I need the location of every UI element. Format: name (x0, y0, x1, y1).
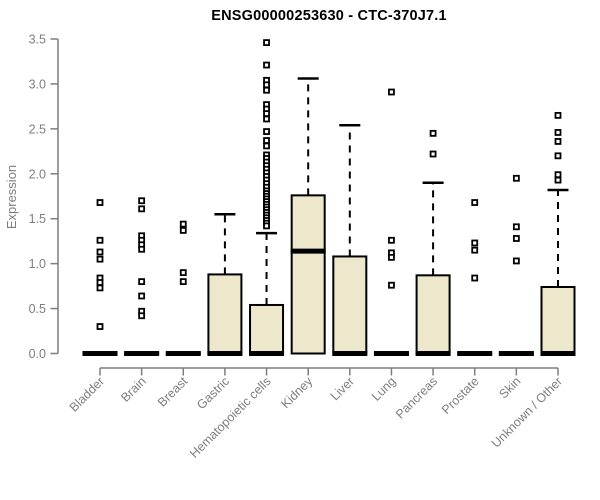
outlier-point (96, 236, 104, 244)
outlier-point (179, 278, 187, 286)
outlier-point (96, 323, 104, 330)
x-tick-label: Brain (118, 374, 149, 405)
box (415, 274, 451, 355)
outlier-point (554, 138, 562, 145)
boxplot-unknown-other (540, 111, 576, 356)
outlier-point (138, 245, 146, 253)
outlier-point (263, 61, 270, 69)
outlier-point (138, 205, 146, 213)
boxplot-prostate (457, 199, 493, 356)
outlier-point (429, 150, 437, 158)
y-tick-label: 1.0 (29, 257, 46, 271)
outlier-point (554, 171, 562, 179)
boxplot-bladder (82, 199, 118, 356)
outlier-point (471, 199, 479, 206)
x-tick-label: Pancreas (393, 374, 440, 421)
outlier-point (263, 142, 270, 150)
x-tick-label: Unknown / Other (489, 374, 565, 450)
boxplot-brain (124, 197, 160, 356)
outlier-point (554, 129, 562, 136)
boxplot-gastric (207, 212, 243, 356)
outlier-point (388, 281, 395, 289)
outlier-point (512, 174, 520, 182)
boxplot-hematopoietic-cells (249, 39, 285, 356)
outlier-point (263, 222, 270, 230)
outlier-point (179, 220, 187, 228)
outlier-point (263, 81, 270, 89)
boxplot-skin (498, 174, 534, 356)
outlier-point (471, 246, 479, 254)
boxplot-pancreas (415, 129, 451, 356)
outlier-point (512, 223, 520, 231)
boxplot-lung (373, 88, 409, 356)
y-tick-label: 2.0 (29, 167, 46, 181)
x-tick-label: Liver (328, 374, 357, 403)
box (207, 273, 243, 355)
x-tick-label: Lung (369, 374, 399, 404)
box (290, 194, 326, 355)
outlier-point (471, 274, 479, 282)
outlier-point (263, 115, 270, 123)
y-tick-label: 1.5 (29, 212, 46, 226)
x-tick-label: Bladder (67, 374, 107, 414)
outlier-point (138, 292, 146, 300)
outlier-point (179, 269, 187, 277)
x-tick-label: Gastric (194, 374, 232, 412)
chart-title: ENSG00000253630 - CTC-370J7.1 (211, 8, 447, 24)
outlier-point (512, 257, 520, 265)
outlier-point (512, 235, 520, 242)
y-tick-label: 3.5 (29, 33, 46, 47)
outlier-point (96, 248, 104, 256)
box (540, 286, 576, 355)
x-tick-label: Skin (496, 374, 523, 401)
outlier-point (96, 284, 104, 292)
outlier-point (263, 110, 270, 117)
boxplot-kidney (290, 77, 326, 355)
y-tick-label: 0.0 (29, 347, 46, 361)
outlier-point (263, 137, 270, 144)
outlier-point (471, 239, 479, 247)
outlier-point (554, 111, 562, 119)
outlier-point (388, 236, 395, 244)
box (249, 303, 285, 355)
outlier-point (96, 199, 104, 206)
outlier-point (263, 39, 270, 46)
y-tick-label: 0.5 (29, 302, 46, 316)
outlier-point (554, 176, 562, 184)
outlier-point (96, 279, 104, 286)
outlier-point (179, 226, 187, 234)
outlier-point (388, 88, 395, 96)
x-tick-label: Prostate (439, 374, 482, 417)
boxplot-breast (165, 220, 201, 356)
y-tick-label: 2.5 (29, 122, 46, 136)
outlier-point (138, 312, 146, 320)
outlier-point (96, 255, 104, 263)
box (332, 255, 368, 355)
x-tick-label: Hematopoietic cells (187, 374, 274, 461)
outlier-point (263, 86, 270, 94)
boxplot-liver (332, 124, 368, 356)
outlier-point (388, 253, 395, 261)
y-tick-label: 3.0 (29, 77, 46, 91)
outlier-point (554, 152, 562, 160)
outlier-point (138, 197, 146, 205)
outlier-point (138, 278, 146, 286)
x-tick-label: Kidney (278, 374, 315, 411)
outlier-point (263, 128, 270, 135)
x-tick-label: Breast (155, 374, 191, 410)
outlier-point (429, 129, 437, 137)
